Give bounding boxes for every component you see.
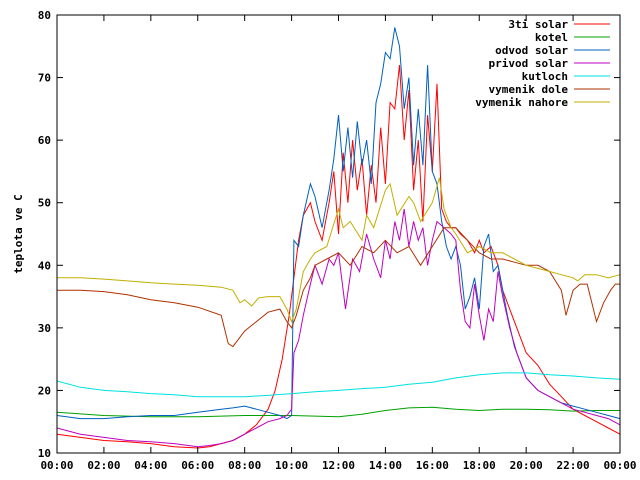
x-tick-label: 18:00 [463, 459, 496, 472]
y-tick-label: 80 [38, 9, 51, 22]
x-tick-label: 00:00 [603, 459, 636, 472]
y-tick-label: 10 [38, 447, 51, 460]
x-tick-label: 02:00 [87, 459, 120, 472]
x-tick-label: 08:00 [228, 459, 261, 472]
x-tick-label: 22:00 [557, 459, 590, 472]
x-tick-label: 16:00 [416, 459, 449, 472]
series-line-kotel [56, 406, 620, 418]
y-tick-label: 60 [38, 134, 51, 147]
legend-label: vymenik dole [489, 83, 569, 96]
legend-label: kutloch [522, 70, 568, 83]
x-tick-label: 12:00 [322, 459, 355, 472]
x-tick-label: 10:00 [275, 459, 308, 472]
series-line-odvod-solar [56, 27, 621, 420]
legend-label: kotel [535, 31, 568, 44]
legend-label: odvod solar [495, 44, 568, 57]
y-tick-label: 40 [38, 259, 51, 272]
x-tick-label: 06:00 [181, 459, 214, 472]
series-line-privod-solar [56, 208, 621, 448]
x-tick-label: 14:00 [369, 459, 402, 472]
y-tick-label: 30 [38, 322, 51, 335]
x-tick-label: 04:00 [134, 459, 167, 472]
series-line-vymenik-dole [57, 227, 620, 348]
legend-label: privod solar [489, 57, 569, 70]
legend-label: 3ti solar [508, 18, 568, 31]
y-tick-label: 50 [38, 197, 51, 210]
series-lines [56, 27, 621, 449]
legend-label: vymenik nahore [475, 96, 568, 109]
y-tick-label: 20 [38, 384, 51, 397]
y-tick-label: 70 [38, 72, 51, 85]
x-tick-label: 00:00 [40, 459, 73, 472]
y-axis-label: teplota ve C [12, 194, 25, 273]
x-tick-label: 20:00 [510, 459, 543, 472]
axes: 10 20 30 40 50 60 70 80 00:00 02:00 04:00 06:00 08:0… [38, 9, 637, 472]
series-line-kutloch [56, 372, 621, 398]
series-line-vymenik-nahore [57, 177, 621, 324]
